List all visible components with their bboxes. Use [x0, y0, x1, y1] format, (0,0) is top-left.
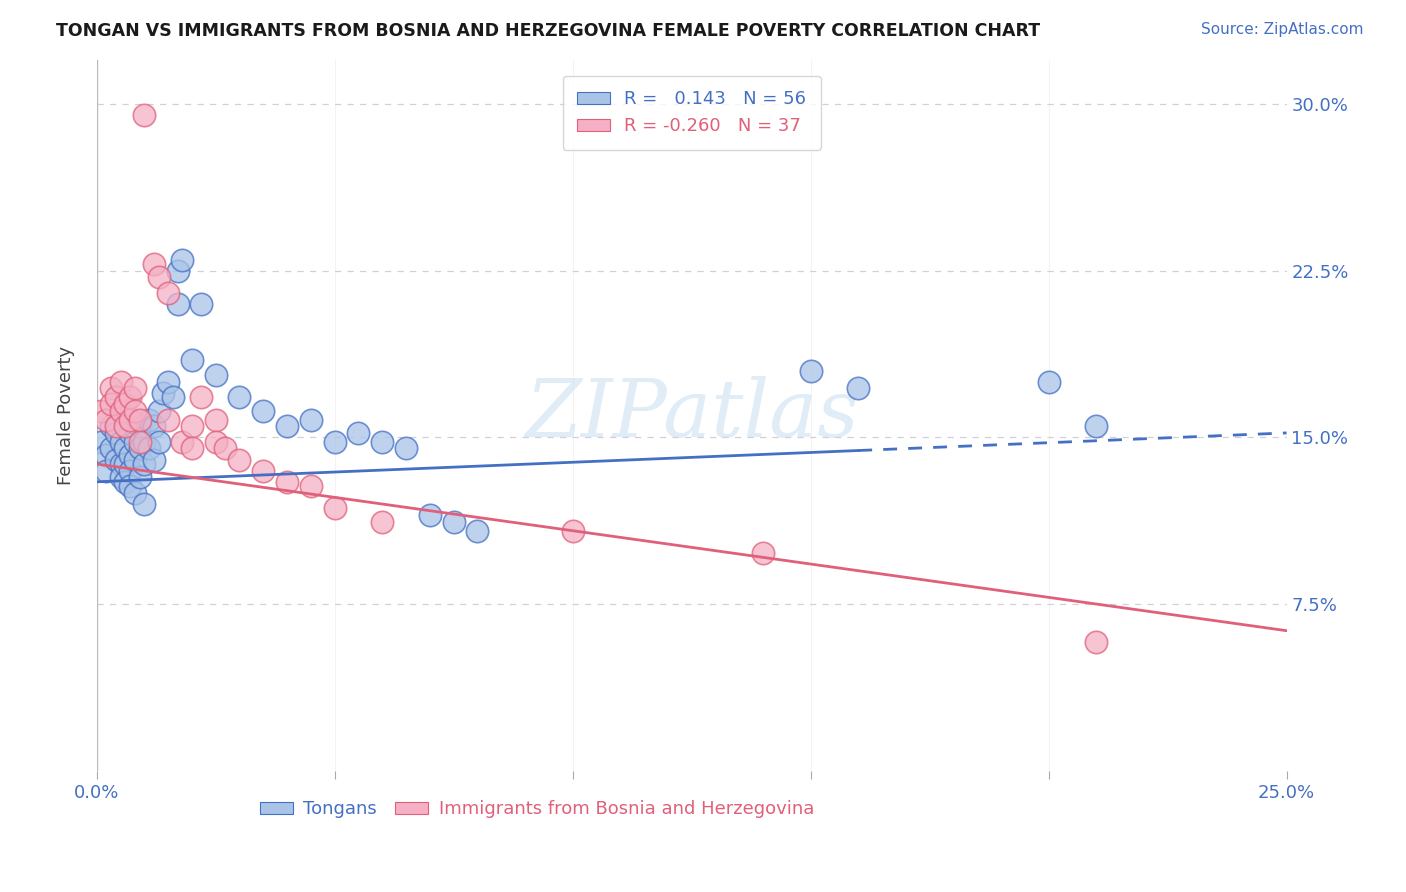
Point	[1085, 419, 1108, 434]
Point	[172, 434, 194, 449]
Point	[1038, 375, 1060, 389]
Point	[114, 419, 136, 434]
Point	[142, 452, 165, 467]
Point	[114, 457, 136, 471]
Point	[467, 524, 489, 538]
Point	[214, 442, 236, 456]
Point	[90, 403, 112, 417]
Point	[124, 452, 146, 467]
Point	[180, 442, 202, 456]
Point	[134, 108, 156, 122]
Point	[323, 501, 346, 516]
Point	[846, 382, 869, 396]
Point	[157, 412, 180, 426]
Point	[148, 434, 170, 449]
Point	[323, 434, 346, 449]
Point	[347, 425, 370, 440]
Point	[124, 382, 146, 396]
Point	[124, 434, 146, 449]
Point	[148, 403, 170, 417]
Point	[124, 403, 146, 417]
Point	[138, 442, 160, 456]
Point	[124, 486, 146, 500]
Point	[100, 419, 122, 434]
Point	[148, 270, 170, 285]
Point	[228, 390, 250, 404]
Point	[104, 390, 127, 404]
Point	[118, 425, 141, 440]
Y-axis label: Female Poverty: Female Poverty	[58, 345, 75, 484]
Point	[128, 434, 150, 449]
Point	[138, 412, 160, 426]
Point	[134, 457, 156, 471]
Point	[190, 390, 212, 404]
Point	[299, 479, 322, 493]
Point	[371, 515, 394, 529]
Point	[110, 403, 132, 417]
Point	[166, 297, 188, 311]
Point	[104, 419, 127, 434]
Point	[128, 470, 150, 484]
Point	[180, 352, 202, 367]
Point	[128, 442, 150, 456]
Point	[100, 442, 122, 456]
Point	[134, 497, 156, 511]
Point	[157, 285, 180, 300]
Text: Source: ZipAtlas.com: Source: ZipAtlas.com	[1201, 22, 1364, 37]
Point	[104, 425, 127, 440]
Point	[142, 419, 165, 434]
Point	[419, 508, 441, 523]
Point	[299, 412, 322, 426]
Point	[100, 382, 122, 396]
Point	[252, 464, 274, 478]
Point	[276, 419, 298, 434]
Point	[371, 434, 394, 449]
Point	[114, 475, 136, 489]
Point	[180, 419, 202, 434]
Point	[134, 434, 156, 449]
Point	[128, 412, 150, 426]
Point	[561, 524, 583, 538]
Point	[110, 457, 132, 471]
Point	[276, 475, 298, 489]
Point	[800, 364, 823, 378]
Point	[96, 448, 118, 462]
Point	[142, 257, 165, 271]
Point	[96, 412, 118, 426]
Point	[118, 390, 141, 404]
Point	[118, 412, 141, 426]
Point	[110, 470, 132, 484]
Point	[752, 546, 775, 560]
Point	[162, 390, 184, 404]
Point	[118, 479, 141, 493]
Point	[104, 452, 127, 467]
Point	[190, 297, 212, 311]
Point	[443, 515, 465, 529]
Point	[90, 434, 112, 449]
Point	[110, 375, 132, 389]
Point	[228, 452, 250, 467]
Point	[172, 252, 194, 267]
Point	[204, 368, 226, 383]
Point	[114, 397, 136, 411]
Text: ZIPatlas: ZIPatlas	[524, 376, 859, 454]
Point	[114, 442, 136, 456]
Point	[110, 434, 132, 449]
Point	[1085, 635, 1108, 649]
Point	[395, 442, 418, 456]
Point	[118, 464, 141, 478]
Point	[252, 403, 274, 417]
Point	[204, 434, 226, 449]
Point	[96, 464, 118, 478]
Point	[157, 375, 180, 389]
Point	[100, 397, 122, 411]
Point	[118, 448, 141, 462]
Legend: Tongans, Immigrants from Bosnia and Herzegovina: Tongans, Immigrants from Bosnia and Herz…	[253, 793, 821, 826]
Point	[166, 263, 188, 277]
Text: TONGAN VS IMMIGRANTS FROM BOSNIA AND HERZEGOVINA FEMALE POVERTY CORRELATION CHAR: TONGAN VS IMMIGRANTS FROM BOSNIA AND HER…	[56, 22, 1040, 40]
Point	[128, 419, 150, 434]
Point	[152, 385, 174, 400]
Point	[204, 412, 226, 426]
